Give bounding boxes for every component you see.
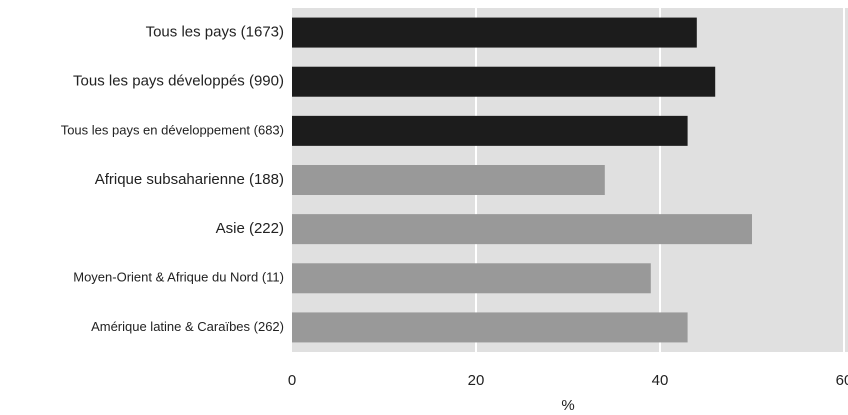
x-tick-label: 20 (468, 372, 485, 389)
bar (292, 165, 605, 195)
x-axis-label: % (561, 397, 574, 414)
y-tick-label: Tous les pays en développement (683) (61, 122, 284, 137)
bar (292, 263, 651, 294)
bar (292, 115, 688, 146)
x-tick-label: 0 (288, 372, 296, 389)
bar (292, 66, 716, 97)
x-tick-label: 40 (652, 372, 669, 389)
y-tick-label: Moyen-Orient & Afrique du Nord (11) (73, 270, 284, 285)
x-tick-label: 60 (836, 372, 848, 389)
bar (292, 17, 697, 48)
y-tick-label: Tous les pays (1673) (146, 24, 284, 41)
y-tick-label: Tous les pays développés (990) (73, 73, 284, 90)
bar (292, 214, 752, 245)
y-tick-label: Asie (222) (216, 220, 284, 237)
bar (292, 312, 688, 343)
y-tick-label: Amérique latine & Caraïbes (262) (91, 319, 284, 334)
y-tick-label: Afrique subsaharienne (188) (95, 171, 284, 188)
